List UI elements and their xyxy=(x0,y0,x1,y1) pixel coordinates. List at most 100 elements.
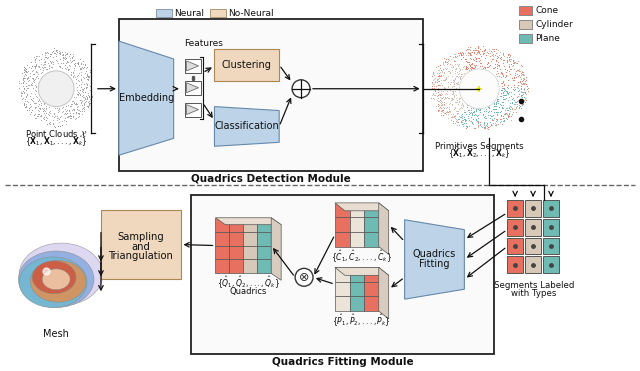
Text: Triangulation: Triangulation xyxy=(108,252,173,262)
Bar xyxy=(184,59,200,73)
Bar xyxy=(364,267,379,282)
Bar xyxy=(257,232,271,246)
Text: and: and xyxy=(131,242,150,252)
Polygon shape xyxy=(335,267,388,275)
Bar xyxy=(507,219,523,236)
Bar xyxy=(349,217,364,232)
Bar xyxy=(243,218,257,232)
Polygon shape xyxy=(187,105,198,115)
Ellipse shape xyxy=(19,257,87,308)
Bar xyxy=(349,296,364,311)
Polygon shape xyxy=(119,41,173,155)
Text: No-Neural: No-Neural xyxy=(228,9,274,18)
Text: Classification: Classification xyxy=(214,121,279,131)
Text: Neural: Neural xyxy=(173,9,204,18)
Bar xyxy=(101,210,180,279)
Bar xyxy=(257,259,271,273)
Bar xyxy=(543,256,559,273)
Polygon shape xyxy=(187,83,198,93)
Bar xyxy=(507,256,523,273)
Bar xyxy=(243,246,257,259)
Bar xyxy=(257,218,271,232)
Text: Cone: Cone xyxy=(535,6,558,15)
Bar xyxy=(543,219,559,236)
Polygon shape xyxy=(271,218,281,280)
Bar xyxy=(525,256,541,273)
Bar xyxy=(335,217,349,232)
Bar xyxy=(184,81,200,95)
Bar xyxy=(364,282,379,296)
Text: with Types: with Types xyxy=(511,289,557,298)
Text: Mesh: Mesh xyxy=(44,329,69,339)
Bar xyxy=(243,259,257,273)
Polygon shape xyxy=(335,203,388,211)
Bar xyxy=(364,203,379,217)
Bar xyxy=(216,246,229,259)
Bar xyxy=(191,195,494,354)
Text: $\{\mathbf{X}_1,\mathbf{X}_1,...,\mathbf{X}_k\}$: $\{\mathbf{X}_1,\mathbf{X}_1,...,\mathbf… xyxy=(25,135,88,148)
Bar xyxy=(507,200,523,217)
Circle shape xyxy=(295,268,313,286)
Bar xyxy=(349,282,364,296)
Text: Clustering: Clustering xyxy=(222,60,272,70)
Text: Cylinder: Cylinder xyxy=(535,20,573,29)
Bar xyxy=(525,237,541,255)
Bar xyxy=(214,49,279,81)
Ellipse shape xyxy=(19,243,103,306)
Ellipse shape xyxy=(42,269,70,290)
Bar xyxy=(364,232,379,247)
Polygon shape xyxy=(379,203,388,255)
Bar xyxy=(349,267,364,282)
Text: Features: Features xyxy=(184,39,223,47)
Text: Quadrics: Quadrics xyxy=(230,287,267,296)
Circle shape xyxy=(460,69,499,109)
Text: Quadrics Detection Module: Quadrics Detection Module xyxy=(191,173,351,183)
Bar xyxy=(349,232,364,247)
Text: Fitting: Fitting xyxy=(419,259,450,269)
Bar xyxy=(525,219,541,236)
Bar xyxy=(519,20,532,29)
Text: $\{\hat{C}_1,\hat{C}_2,...,\hat{C}_k\}$: $\{\hat{C}_1,\hat{C}_2,...,\hat{C}_k\}$ xyxy=(332,248,392,265)
Bar xyxy=(507,237,523,255)
Text: $\{\hat{\mathbf{X}}_1,\hat{\mathbf{X}}_2,...,\mathbf{X}_k\}$: $\{\hat{\mathbf{X}}_1,\hat{\mathbf{X}}_2… xyxy=(448,145,511,161)
Polygon shape xyxy=(214,106,279,146)
Ellipse shape xyxy=(30,260,86,302)
Text: $\{\hat{P}_1,\hat{P}_2,...,\hat{P}_k\}$: $\{\hat{P}_1,\hat{P}_2,...,\hat{P}_k\}$ xyxy=(332,313,391,329)
Polygon shape xyxy=(404,220,465,299)
Bar xyxy=(543,200,559,217)
Circle shape xyxy=(292,80,310,98)
Bar xyxy=(211,9,227,17)
Bar xyxy=(335,282,349,296)
Text: $\otimes$: $\otimes$ xyxy=(298,271,310,284)
Text: Embedding: Embedding xyxy=(118,93,174,103)
Bar xyxy=(216,232,229,246)
Bar xyxy=(543,237,559,255)
Bar xyxy=(184,103,200,116)
Bar xyxy=(216,259,229,273)
Bar xyxy=(216,218,229,232)
Bar xyxy=(229,259,243,273)
Bar xyxy=(229,218,243,232)
Bar xyxy=(525,200,541,217)
Text: Primitives Segments: Primitives Segments xyxy=(435,142,524,151)
Text: Quadrics: Quadrics xyxy=(413,249,456,259)
Bar xyxy=(519,6,532,15)
Bar xyxy=(364,217,379,232)
Bar xyxy=(335,296,349,311)
Text: Quadrics Fitting Module: Quadrics Fitting Module xyxy=(271,357,413,367)
Bar xyxy=(519,34,532,43)
Text: Sampling: Sampling xyxy=(117,232,164,242)
Bar xyxy=(335,203,349,217)
Ellipse shape xyxy=(19,251,94,308)
Bar xyxy=(335,232,349,247)
Bar xyxy=(257,246,271,259)
Bar xyxy=(229,246,243,259)
Bar xyxy=(156,9,172,17)
Text: $\{\hat{Q}_1,\hat{Q}_2,...,\hat{Q}_k\}$: $\{\hat{Q}_1,\hat{Q}_2,...,\hat{Q}_k\}$ xyxy=(217,275,280,291)
Bar xyxy=(349,203,364,217)
Polygon shape xyxy=(379,267,388,319)
Bar xyxy=(119,19,422,171)
Text: Plane: Plane xyxy=(535,34,560,43)
Bar xyxy=(229,232,243,246)
Bar xyxy=(364,296,379,311)
